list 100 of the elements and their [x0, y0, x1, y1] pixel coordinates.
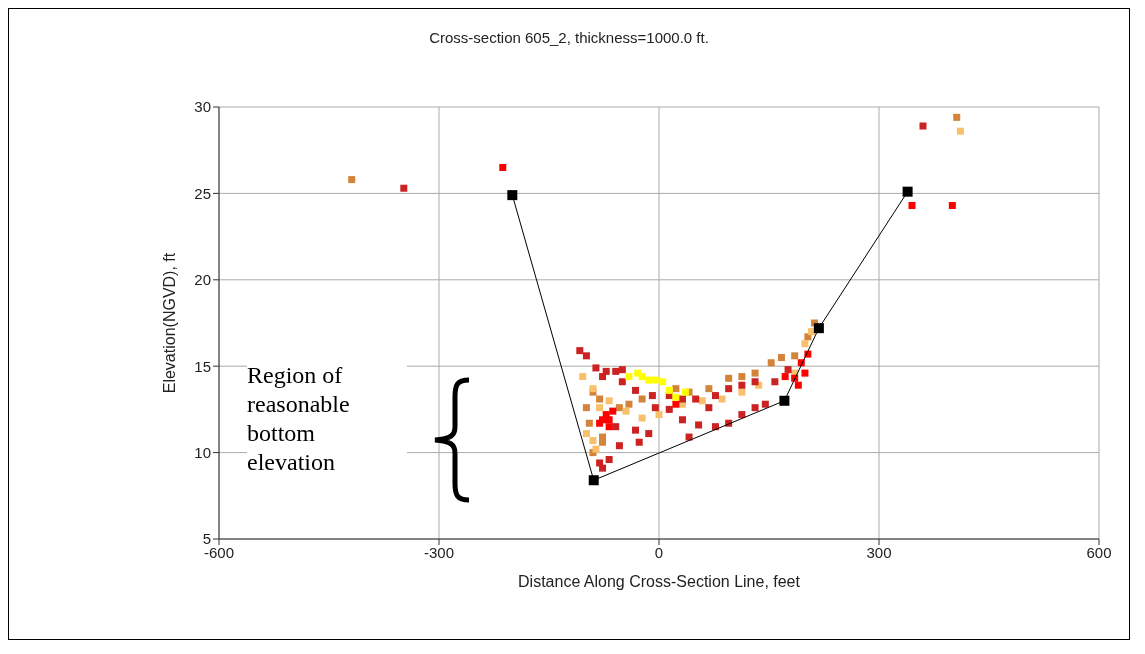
point [801, 369, 809, 377]
point [738, 388, 746, 396]
point [651, 376, 659, 384]
point [718, 395, 726, 403]
point [761, 400, 769, 408]
x-tick-label: 0 [654, 543, 664, 561]
point [582, 404, 590, 412]
y-tick-label: 30 [194, 98, 211, 116]
point [779, 395, 790, 406]
point [725, 385, 733, 393]
y-tick-label: 20 [194, 271, 211, 289]
point [665, 386, 673, 394]
point [605, 423, 613, 431]
point [813, 323, 824, 334]
point [695, 421, 703, 429]
point [585, 419, 593, 427]
point [681, 388, 689, 396]
point [698, 397, 706, 405]
point [576, 347, 584, 355]
point [692, 395, 700, 403]
point [777, 354, 785, 362]
point [665, 405, 673, 413]
point [625, 373, 633, 381]
y-tick-label: 10 [194, 443, 211, 461]
point [605, 456, 613, 464]
point [902, 186, 913, 197]
point [659, 378, 667, 386]
point [592, 445, 600, 453]
point [596, 404, 604, 412]
point [751, 378, 759, 386]
point [794, 381, 802, 389]
point [751, 404, 759, 412]
chart-title: Cross-section 605_2, thickness=1000.0 ft. [428, 29, 710, 46]
y-tick-label: 15 [194, 357, 211, 375]
point [632, 386, 640, 394]
point [645, 376, 653, 384]
point [618, 378, 626, 386]
point [705, 404, 713, 412]
point [609, 407, 617, 415]
annotation: Region of reasonable bottom elevation [247, 361, 407, 477]
point [738, 411, 746, 419]
point [596, 395, 604, 403]
point [767, 359, 775, 367]
point [678, 416, 686, 424]
point [596, 459, 604, 467]
point [953, 113, 961, 121]
point [638, 373, 646, 381]
point [801, 340, 809, 348]
y-axis-title: Elevation(NGVD), ft [160, 252, 178, 394]
point [599, 464, 607, 472]
point [638, 395, 646, 403]
point [638, 414, 646, 422]
point [738, 381, 746, 389]
point [348, 176, 356, 184]
point [579, 373, 587, 381]
point [605, 416, 613, 424]
point [588, 475, 599, 486]
point [948, 202, 956, 209]
point [908, 202, 916, 209]
point [672, 400, 680, 408]
point [651, 404, 659, 412]
point [622, 407, 630, 415]
point [672, 385, 680, 393]
point [625, 400, 633, 408]
point [589, 437, 597, 444]
x-tick-label: 300 [866, 543, 892, 561]
point [791, 352, 799, 360]
y-tick-label: 25 [194, 184, 211, 202]
point [599, 438, 607, 446]
point [956, 127, 964, 135]
point [781, 373, 789, 381]
x-tick-label: -300 [423, 543, 455, 561]
point [618, 366, 626, 374]
point [738, 373, 746, 381]
point [648, 392, 656, 400]
point [725, 374, 733, 382]
point [615, 404, 623, 412]
point [592, 364, 600, 372]
point [655, 411, 663, 419]
point [678, 395, 686, 403]
point [615, 442, 623, 450]
x-tick-label: 600 [1086, 543, 1112, 561]
point [635, 438, 643, 446]
point [605, 397, 613, 405]
point [582, 352, 590, 360]
point [612, 367, 620, 375]
point [499, 163, 507, 171]
point [705, 385, 713, 393]
point [400, 184, 408, 192]
point [751, 369, 759, 377]
point [711, 392, 719, 400]
point [784, 366, 792, 374]
x-axis-title: Distance Along Cross-Section Line, feet [518, 573, 801, 590]
point [645, 430, 653, 438]
point [507, 190, 518, 201]
point [582, 430, 590, 438]
point [672, 393, 680, 401]
point [599, 373, 607, 381]
point [632, 426, 640, 434]
point [919, 122, 927, 130]
